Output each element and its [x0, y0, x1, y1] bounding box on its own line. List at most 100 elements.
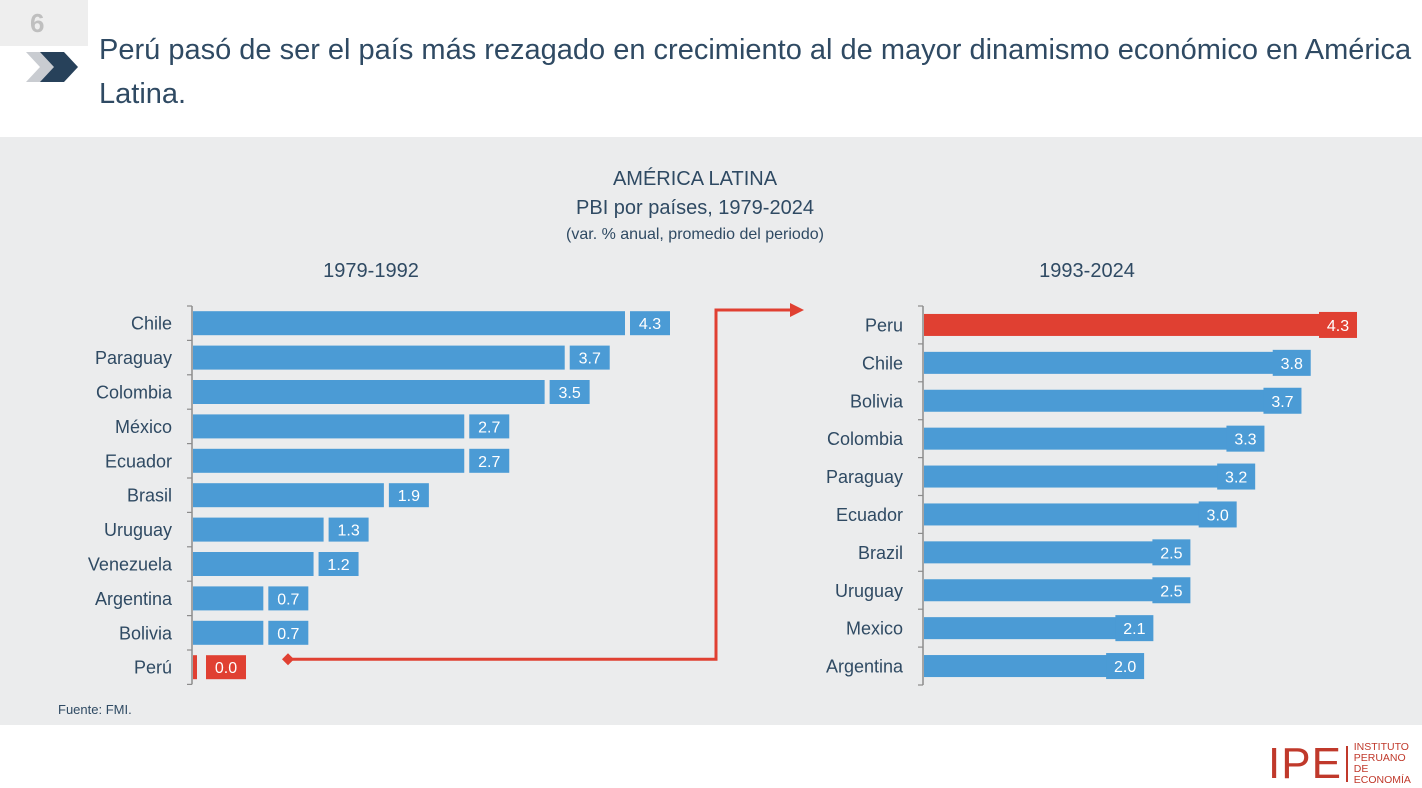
- category-label: Paraguay: [95, 348, 172, 368]
- ipe-logo: IPE INSTITUTO PERUANO DE ECONOMÍA: [1268, 742, 1422, 786]
- data-label: 2.1: [1123, 621, 1145, 638]
- bar-chile: [193, 311, 625, 336]
- category-label: Brasil: [127, 486, 172, 506]
- logo-text: INSTITUTO PERUANO DE ECONOMÍA: [1354, 742, 1422, 786]
- data-label-box: [1106, 653, 1145, 680]
- category-label: Bolivia: [119, 623, 173, 643]
- data-label-box: [469, 448, 510, 473]
- bar-uruguay: [924, 579, 1156, 602]
- bar-ecuador: [924, 503, 1202, 526]
- category-label: Colombia: [96, 383, 173, 403]
- data-label: 3.8: [1281, 356, 1303, 373]
- category-label: Peru: [865, 315, 903, 335]
- data-label: 3.5: [559, 385, 581, 402]
- connector-start-diamond: [282, 653, 294, 666]
- data-label-box: [206, 655, 246, 680]
- chart-title: AMÉRICA LATINA: [612, 168, 778, 190]
- right-chart-title: 1993-2024: [1039, 260, 1135, 282]
- category-label: Colombia: [827, 429, 904, 449]
- bar-bolivia: [924, 389, 1267, 412]
- data-label: 2.5: [1160, 583, 1182, 600]
- data-label-box: [1152, 539, 1191, 566]
- logo-line-1: INSTITUTO: [1353, 741, 1409, 753]
- data-label-box: [630, 311, 670, 336]
- connector-arrowhead: [790, 303, 804, 317]
- bar-mexico: [924, 617, 1119, 640]
- data-label: 0.0: [215, 660, 237, 677]
- connector-line: [288, 308, 792, 661]
- category-label: Chile: [131, 314, 172, 334]
- data-label-box: [569, 345, 610, 370]
- bar-brasil: [193, 483, 384, 508]
- logo-separator: [1345, 746, 1348, 782]
- data-label: 1.9: [398, 488, 420, 505]
- data-label: 3.2: [1225, 470, 1247, 487]
- category-label: Argentina: [95, 589, 173, 609]
- logo-line-2: PERUANO: [1353, 752, 1406, 764]
- data-label-box: [328, 517, 369, 542]
- bar-perú: [193, 655, 197, 680]
- chart-units: (var. % anual, promedio del periodo): [566, 226, 824, 243]
- data-label-box: [318, 552, 359, 576]
- data-label: 1.3: [337, 523, 359, 540]
- bar-peru: [924, 313, 1322, 336]
- data-label-box: [1226, 425, 1265, 452]
- category-label: Brazil: [858, 543, 903, 563]
- data-label: 2.5: [1160, 545, 1182, 562]
- data-label-box: [1319, 311, 1357, 338]
- data-label-box: [1217, 463, 1256, 490]
- data-label: 4.3: [1327, 318, 1349, 335]
- data-label-box: [1198, 501, 1237, 528]
- bar-paraguay: [193, 345, 565, 370]
- data-label-box: [1263, 387, 1302, 414]
- data-label: 0.7: [277, 591, 299, 608]
- double-chevron-icon: [26, 52, 78, 82]
- data-label-box: [469, 414, 510, 439]
- category-label: Perú: [134, 658, 172, 678]
- category-label: Uruguay: [835, 581, 903, 601]
- bar-uruguay: [193, 517, 324, 542]
- slide-number: 6: [30, 7, 45, 38]
- chart-subtitle: PBI por países, 1979-2024: [576, 197, 814, 219]
- data-label: 3.3: [1234, 432, 1256, 449]
- category-label: México: [115, 417, 172, 437]
- data-label: 3.0: [1207, 507, 1229, 524]
- category-label: Ecuador: [105, 451, 172, 471]
- data-label-box: [1272, 349, 1311, 376]
- slide-number-box: 6: [0, 0, 88, 46]
- source-note: Fuente: FMI.: [58, 702, 132, 717]
- data-label: 1.2: [327, 557, 349, 574]
- bar-chile: [924, 351, 1276, 374]
- bar-brazil: [924, 541, 1156, 564]
- bar-colombia: [193, 380, 545, 404]
- bar-colombia: [924, 427, 1230, 450]
- data-label: 2.0: [1114, 659, 1136, 676]
- category-label: Uruguay: [104, 520, 172, 540]
- logo-mark: IPE: [1268, 739, 1342, 788]
- bar-ecuador: [193, 448, 465, 473]
- category-label: Paraguay: [826, 467, 903, 487]
- bar-méxico: [193, 414, 465, 439]
- data-label-box: [1115, 615, 1154, 642]
- category-label: Mexico: [846, 619, 903, 639]
- logo-line-3: DE ECONOMÍA: [1353, 763, 1411, 786]
- bar-venezuela: [193, 552, 314, 576]
- data-label-box: [549, 380, 590, 404]
- data-label-box: [388, 483, 429, 508]
- bar-argentina: [193, 586, 264, 611]
- bar-paraguay: [924, 465, 1221, 488]
- bar-argentina: [924, 655, 1110, 678]
- data-label-box: [268, 620, 309, 645]
- data-label: 4.3: [639, 316, 661, 333]
- data-label: 3.7: [1271, 394, 1293, 411]
- data-label: 2.7: [478, 454, 500, 471]
- category-label: Bolivia: [850, 391, 904, 411]
- data-label: 3.7: [579, 351, 601, 368]
- category-label: Chile: [862, 353, 903, 373]
- data-label-box: [268, 586, 309, 611]
- data-label: 2.7: [478, 419, 500, 436]
- data-label-box: [1152, 577, 1191, 604]
- category-label: Venezuela: [88, 555, 173, 575]
- data-label: 0.7: [277, 626, 299, 643]
